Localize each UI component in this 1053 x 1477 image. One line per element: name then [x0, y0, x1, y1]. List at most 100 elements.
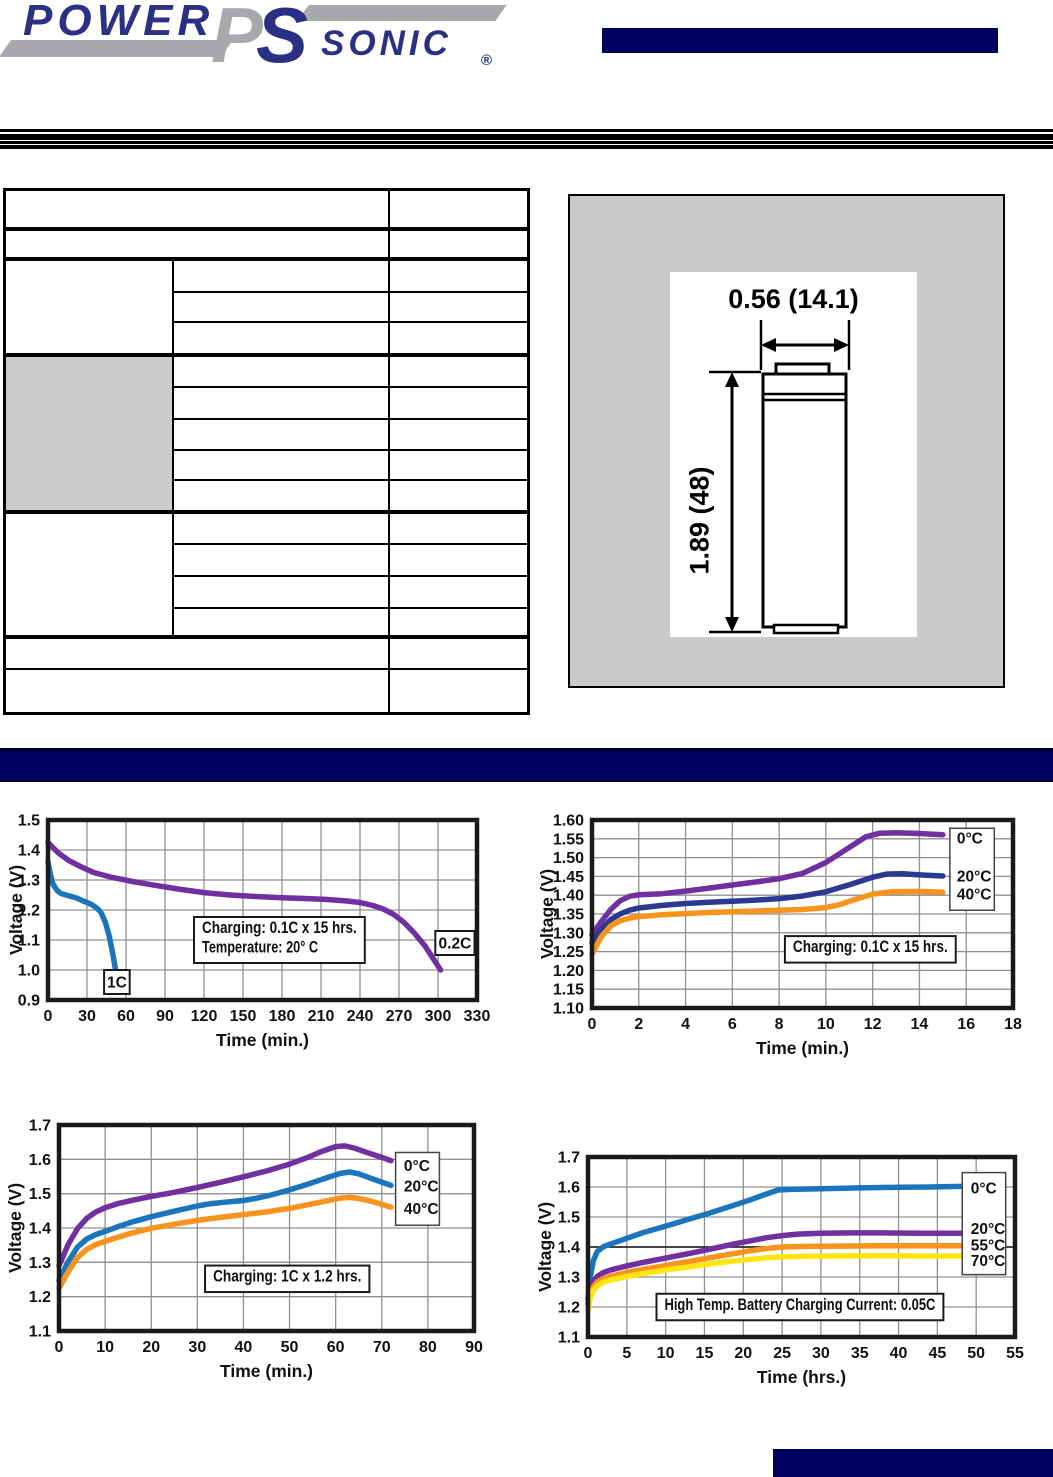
x-tick-label: 70: [373, 1339, 391, 1356]
spec-row-label-cell: [3, 188, 390, 230]
spec-sub-label-cell: [171, 320, 390, 356]
y-tick-label: 1.7: [29, 1118, 51, 1135]
spec-sub-label-cell: [171, 256, 390, 293]
x-tick-label: 10: [657, 1345, 675, 1362]
x-tick-label: 20: [142, 1339, 160, 1356]
x-tick-label: 6: [728, 1016, 737, 1033]
y-tick-label: 0.9: [18, 993, 40, 1010]
x-tick-label: 240: [347, 1008, 374, 1025]
spec-section-label-cell: [3, 256, 174, 356]
spec-value-cell: [387, 226, 530, 260]
series-line-20°C: [56, 1169, 394, 1284]
spec-value-cell: [387, 290, 530, 323]
battery-height-dimension: 1.89 (48): [684, 466, 715, 575]
legend-entry: 0°C: [404, 1158, 430, 1175]
series-line-55°C: [585, 1243, 964, 1310]
x-tick-label: 330: [464, 1008, 491, 1025]
x-tick-label: 50: [281, 1339, 299, 1356]
plot-border: [589, 817, 1016, 1011]
x-tick-label: 40: [235, 1339, 253, 1356]
x-tick-label: 90: [156, 1008, 174, 1025]
plot-border: [585, 1154, 1018, 1340]
header-title-bar: [602, 28, 998, 53]
specifications-table: [3, 188, 530, 715]
spec-value-cell: [387, 509, 530, 545]
x-tick-label: 80: [419, 1339, 437, 1356]
plot-border: [56, 1122, 477, 1334]
spec-value-cell: [387, 188, 530, 230]
spec-value-cell: [387, 320, 530, 356]
spec-sub-label-cell: [171, 542, 390, 577]
annotation-text: Charging: 1C x 1.2 hrs.: [213, 1268, 361, 1286]
x-tick-label: 0: [55, 1339, 64, 1356]
divider-line: [0, 141, 1053, 144]
logo-ps-p-letter: P: [211, 0, 264, 79]
x-tick-label: 50: [967, 1345, 985, 1362]
footer-bar: [773, 1449, 1053, 1477]
x-tick-label: 0: [588, 1016, 597, 1033]
x-tick-label: 55: [1006, 1345, 1024, 1362]
spec-value-cell: [387, 352, 530, 388]
y-tick-label: 1.30: [553, 925, 584, 942]
spec-value-cell: [387, 542, 530, 577]
powersonic-logo: P S POWER SONIC ®: [0, 0, 523, 80]
spec-row-label-cell: [3, 226, 390, 260]
spec-value-cell: [387, 634, 530, 670]
legend-entry: 40°C: [404, 1201, 439, 1218]
legend-entry: 0°C: [957, 831, 983, 848]
series-line-70°C: [585, 1252, 964, 1313]
specifications-table-container: [3, 188, 530, 715]
y-tick-label: 1.4: [18, 843, 40, 860]
divider-line: [0, 145, 1053, 149]
series-label-box: [103, 969, 131, 995]
y-axis-title: Voltage (V): [8, 865, 26, 955]
charge-1c-temperature-chart: 1.1 1.2 1.3 1.4 1.5 1.6 1.7 0 10 20 30 40 50 60 70 80 90…: [5, 1103, 518, 1388]
logo-power-text: POWER: [23, 0, 215, 45]
y-tick-label: 1.3: [29, 1255, 51, 1272]
series-line-0.2C: [45, 839, 444, 973]
divider-line: [0, 129, 1053, 132]
x-axis-title: Time (min.): [216, 1030, 309, 1050]
chart-svg: 1.10 1.15 1.20 1.25 1.301.35 1.40 1.45 1.50 1.55…: [537, 813, 1022, 1059]
legend-box: [949, 827, 996, 911]
spec-value-cell: [387, 478, 530, 513]
y-tick-label: 1.3: [558, 1270, 580, 1287]
x-tick-label: 180: [269, 1008, 296, 1025]
x-tick-label: 30: [188, 1339, 206, 1356]
spec-sub-label-cell: [171, 417, 390, 451]
legend-entry: 20°C: [971, 1221, 1006, 1238]
x-tick-label: 5: [622, 1345, 631, 1362]
y-axis-title: Voltage (V): [538, 1202, 555, 1292]
x-tick-label: 12: [864, 1016, 882, 1033]
chart-svg: 1.1 1.2 1.3 1.4 1.5 1.6 1.7 0 10 20 30 40 50 60 70 80 90…: [5, 1118, 483, 1382]
x-tick-label: 300: [425, 1008, 452, 1025]
x-tick-label: 45: [928, 1345, 946, 1362]
discharge-characteristics-chart: 0.9 1.0 1.1 1.2 1.3 1.4 1.5 0 30 60 90 120 150 180 210…: [6, 798, 523, 1063]
y-tick-label: 1.1: [558, 1330, 580, 1347]
x-tick-label: 2: [634, 1016, 643, 1033]
legend-entry: 0°C: [971, 1181, 997, 1198]
x-tick-label: 0: [44, 1008, 53, 1025]
series-line-20°C: [585, 1230, 964, 1307]
legend-entry: 20°C: [957, 869, 992, 886]
battery-dimensions-panel: 0.56 (14.1) 1.89 (48): [568, 194, 1005, 688]
annotation-text: High Temp. Battery Charging Current: 0.0…: [664, 1296, 935, 1314]
spec-sub-label-cell: [171, 509, 390, 545]
x-tick-label: 20: [734, 1345, 752, 1362]
y-tick-label: 1.60: [553, 813, 584, 830]
x-tick-label: 60: [327, 1339, 345, 1356]
battery-drawing-area: 0.56 (14.1) 1.89 (48): [670, 272, 917, 637]
y-tick-label: 1.5: [558, 1210, 580, 1227]
spec-row-label-cell: [3, 634, 390, 670]
y-tick-label: 1.0: [18, 963, 40, 980]
spec-value-cell: [387, 448, 530, 481]
x-tick-label: 40: [890, 1345, 908, 1362]
x-axis-title: Time (min.): [756, 1038, 849, 1058]
x-tick-label: 10: [96, 1339, 114, 1356]
x-tick-label: 150: [230, 1008, 257, 1025]
spec-value-cell: [387, 385, 530, 420]
series-line-20°C: [589, 871, 946, 947]
logo-sonic-text: SONIC: [321, 24, 452, 63]
series-line-0°C: [585, 1183, 964, 1303]
